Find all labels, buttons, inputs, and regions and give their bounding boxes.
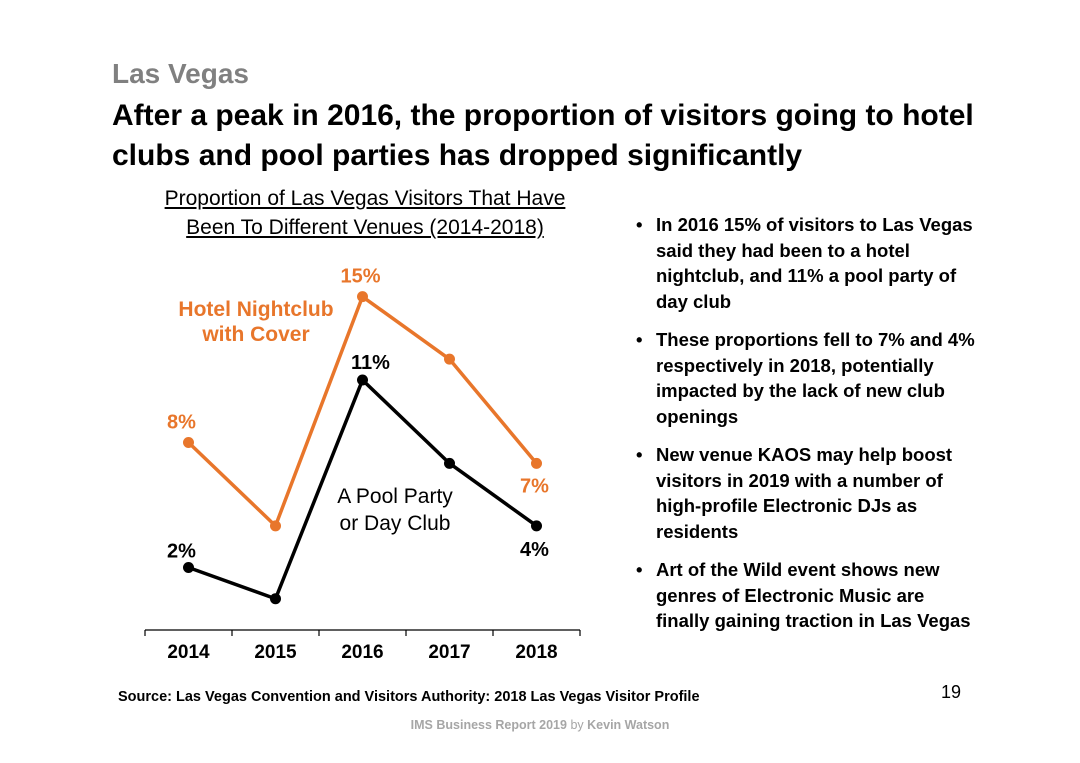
chart-title: Proportion of Las Vegas Visitors That Ha… — [110, 184, 620, 242]
footer-credit: IMS Business Report 2019 by Kevin Watson — [0, 718, 1080, 732]
series-label-a-pool-party-or-day-club-line-2: or Day Club — [340, 512, 451, 535]
data-point-a-pool-party-or-day-club-2018 — [531, 520, 542, 532]
series-label-hotel-nightclub-with-cover-line-1: Hotel Nightclub — [178, 298, 333, 321]
series-label-a-pool-party-or-day-club-line-1: A Pool Party — [337, 485, 453, 508]
x-tick-label-2014: 2014 — [167, 642, 210, 663]
slide-headline: After a peak in 2016, the proportion of … — [112, 99, 974, 172]
data-point-a-pool-party-or-day-club-2014 — [183, 562, 194, 573]
footer-by: by — [570, 718, 584, 732]
series-label-hotel-nightclub-with-cover-line-2: with Cover — [201, 323, 309, 346]
data-point-hotel-nightclub-with-cover-2015 — [270, 520, 281, 532]
bullet-item: New venue KAOS may help boost visitors i… — [636, 442, 976, 544]
x-tick-label-2018: 2018 — [515, 642, 557, 663]
chart-title-line-2: Been To Different Venues (2014-2018) — [186, 216, 544, 239]
data-point-hotel-nightclub-with-cover-2017 — [444, 353, 455, 365]
data-point-a-pool-party-or-day-club-2016 — [357, 374, 368, 386]
data-label-a-pool-party-or-day-club-2014: 2% — [167, 541, 196, 563]
page-number: 19 — [941, 682, 962, 702]
bullet-item: In 2016 15% of visitors to Las Vegas sai… — [636, 212, 976, 314]
bullet-list: In 2016 15% of visitors to Las Vegas sai… — [636, 212, 976, 647]
data-label-hotel-nightclub-with-cover-2018: 7% — [520, 475, 549, 497]
data-label-a-pool-party-or-day-club-2016: 11% — [351, 352, 390, 374]
bullet-item: These proportions fell to 7% and 4% resp… — [636, 327, 976, 429]
data-point-hotel-nightclub-with-cover-2016 — [357, 291, 368, 303]
data-label-hotel-nightclub-with-cover-2014: 8% — [167, 412, 196, 434]
footer-brand: IMS Business Report 2019 — [410, 718, 567, 732]
data-label-hotel-nightclub-with-cover-2016: 15% — [340, 266, 380, 288]
data-label-a-pool-party-or-day-club-2018: 4% — [520, 539, 549, 561]
data-point-hotel-nightclub-with-cover-2014 — [183, 437, 194, 448]
footer-author: Kevin Watson — [587, 718, 670, 732]
x-tick-label-2017: 2017 — [428, 642, 470, 663]
chart-title-line-1: Proportion of Las Vegas Visitors That Ha… — [164, 187, 566, 210]
bullet-item: Art of the Wild event shows new genres o… — [636, 557, 976, 634]
data-point-a-pool-party-or-day-club-2017 — [444, 457, 455, 469]
x-tick-label-2016: 2016 — [341, 642, 383, 663]
data-point-hotel-nightclub-with-cover-2018 — [531, 457, 542, 469]
x-tick-label-2015: 2015 — [254, 642, 297, 663]
slide-supertitle: Las Vegas — [112, 58, 249, 89]
data-point-a-pool-party-or-day-club-2015 — [270, 593, 281, 605]
source-note: Source: Las Vegas Convention and Visitor… — [118, 689, 700, 705]
